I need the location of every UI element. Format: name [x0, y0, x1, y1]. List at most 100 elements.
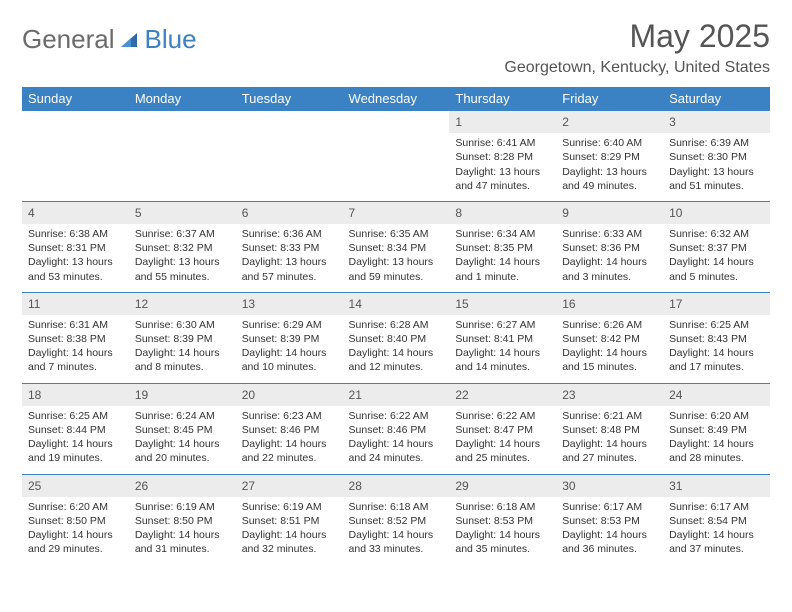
day-number: 15: [449, 293, 556, 315]
sunrise-text: Sunrise: 6:30 AM: [135, 318, 230, 332]
daylight-text: and 51 minutes.: [669, 179, 764, 193]
day-number: 13: [236, 293, 343, 315]
day-number: 3: [663, 111, 770, 133]
sunrise-text: Sunrise: 6:24 AM: [135, 409, 230, 423]
day-number-empty: [22, 111, 129, 131]
sunrise-text: Sunrise: 6:17 AM: [669, 500, 764, 514]
calendar-cell: 24Sunrise: 6:20 AMSunset: 8:49 PMDayligh…: [663, 383, 770, 474]
calendar-cell: 29Sunrise: 6:18 AMSunset: 8:53 PMDayligh…: [449, 474, 556, 564]
day-details: Sunrise: 6:19 AMSunset: 8:51 PMDaylight:…: [236, 497, 343, 565]
day-number: 22: [449, 384, 556, 406]
day-number: 26: [129, 475, 236, 497]
sunset-text: Sunset: 8:53 PM: [455, 514, 550, 528]
daylight-text: and 19 minutes.: [28, 451, 123, 465]
calendar-cell: [236, 111, 343, 202]
day-details: Sunrise: 6:30 AMSunset: 8:39 PMDaylight:…: [129, 315, 236, 383]
day-number: 18: [22, 384, 129, 406]
daylight-text: Daylight: 13 hours: [242, 255, 337, 269]
day-number: 8: [449, 202, 556, 224]
calendar-cell: 1Sunrise: 6:41 AMSunset: 8:28 PMDaylight…: [449, 111, 556, 202]
daylight-text: and 5 minutes.: [669, 270, 764, 284]
day-number: 21: [343, 384, 450, 406]
daylight-text: and 8 minutes.: [135, 360, 230, 374]
daylight-text: and 27 minutes.: [562, 451, 657, 465]
sunset-text: Sunset: 8:46 PM: [349, 423, 444, 437]
day-number: 10: [663, 202, 770, 224]
day-number: 2: [556, 111, 663, 133]
daylight-text: and 25 minutes.: [455, 451, 550, 465]
sunset-text: Sunset: 8:35 PM: [455, 241, 550, 255]
daylight-text: Daylight: 14 hours: [349, 346, 444, 360]
calendar-cell: 18Sunrise: 6:25 AMSunset: 8:44 PMDayligh…: [22, 383, 129, 474]
day-number: 14: [343, 293, 450, 315]
day-details: Sunrise: 6:20 AMSunset: 8:50 PMDaylight:…: [22, 497, 129, 565]
day-number: 9: [556, 202, 663, 224]
day-number: 31: [663, 475, 770, 497]
sunrise-text: Sunrise: 6:33 AM: [562, 227, 657, 241]
calendar-cell: 26Sunrise: 6:19 AMSunset: 8:50 PMDayligh…: [129, 474, 236, 564]
calendar-page: General Blue May 2025 Georgetown, Kentuc…: [0, 0, 792, 582]
calendar-week: 18Sunrise: 6:25 AMSunset: 8:44 PMDayligh…: [22, 383, 770, 474]
daylight-text: Daylight: 13 hours: [28, 255, 123, 269]
title-block: May 2025 Georgetown, Kentucky, United St…: [504, 18, 770, 85]
sunrise-text: Sunrise: 6:26 AM: [562, 318, 657, 332]
daylight-text: and 3 minutes.: [562, 270, 657, 284]
day-details: Sunrise: 6:23 AMSunset: 8:46 PMDaylight:…: [236, 406, 343, 474]
day-details: Sunrise: 6:24 AMSunset: 8:45 PMDaylight:…: [129, 406, 236, 474]
calendar-cell: 9Sunrise: 6:33 AMSunset: 8:36 PMDaylight…: [556, 201, 663, 292]
day-number-empty: [343, 111, 450, 131]
day-header: Wednesday: [343, 87, 450, 111]
calendar-cell: 19Sunrise: 6:24 AMSunset: 8:45 PMDayligh…: [129, 383, 236, 474]
calendar-cell: 4Sunrise: 6:38 AMSunset: 8:31 PMDaylight…: [22, 201, 129, 292]
calendar-cell: 27Sunrise: 6:19 AMSunset: 8:51 PMDayligh…: [236, 474, 343, 564]
sunrise-text: Sunrise: 6:18 AM: [349, 500, 444, 514]
location-text: Georgetown, Kentucky, United States: [504, 59, 770, 77]
sunrise-text: Sunrise: 6:20 AM: [28, 500, 123, 514]
daylight-text: and 7 minutes.: [28, 360, 123, 374]
daylight-text: Daylight: 14 hours: [135, 437, 230, 451]
daylight-text: and 32 minutes.: [242, 542, 337, 556]
daylight-text: Daylight: 14 hours: [669, 346, 764, 360]
sunset-text: Sunset: 8:33 PM: [242, 241, 337, 255]
sunset-text: Sunset: 8:37 PM: [669, 241, 764, 255]
day-details: Sunrise: 6:26 AMSunset: 8:42 PMDaylight:…: [556, 315, 663, 383]
daylight-text: and 57 minutes.: [242, 270, 337, 284]
day-details: Sunrise: 6:25 AMSunset: 8:44 PMDaylight:…: [22, 406, 129, 474]
calendar-cell: 10Sunrise: 6:32 AMSunset: 8:37 PMDayligh…: [663, 201, 770, 292]
daylight-text: Daylight: 14 hours: [669, 437, 764, 451]
daylight-text: and 24 minutes.: [349, 451, 444, 465]
daylight-text: and 36 minutes.: [562, 542, 657, 556]
daylight-text: Daylight: 13 hours: [455, 165, 550, 179]
day-number: 27: [236, 475, 343, 497]
day-details: Sunrise: 6:22 AMSunset: 8:47 PMDaylight:…: [449, 406, 556, 474]
daylight-text: and 33 minutes.: [349, 542, 444, 556]
daylight-text: and 28 minutes.: [669, 451, 764, 465]
daylight-text: and 20 minutes.: [135, 451, 230, 465]
daylight-text: Daylight: 14 hours: [28, 437, 123, 451]
day-number: 29: [449, 475, 556, 497]
calendar-cell: 21Sunrise: 6:22 AMSunset: 8:46 PMDayligh…: [343, 383, 450, 474]
sunrise-text: Sunrise: 6:37 AM: [135, 227, 230, 241]
day-details: Sunrise: 6:19 AMSunset: 8:50 PMDaylight:…: [129, 497, 236, 565]
brand-part2: Blue: [145, 24, 197, 55]
daylight-text: Daylight: 14 hours: [455, 255, 550, 269]
calendar-header: SundayMondayTuesdayWednesdayThursdayFrid…: [22, 87, 770, 111]
sunset-text: Sunset: 8:51 PM: [242, 514, 337, 528]
sunrise-text: Sunrise: 6:36 AM: [242, 227, 337, 241]
sunset-text: Sunset: 8:41 PM: [455, 332, 550, 346]
daylight-text: Daylight: 14 hours: [135, 346, 230, 360]
daylight-text: Daylight: 14 hours: [242, 346, 337, 360]
daylight-text: and 12 minutes.: [349, 360, 444, 374]
calendar-cell: 28Sunrise: 6:18 AMSunset: 8:52 PMDayligh…: [343, 474, 450, 564]
calendar-cell: 30Sunrise: 6:17 AMSunset: 8:53 PMDayligh…: [556, 474, 663, 564]
sunset-text: Sunset: 8:30 PM: [669, 150, 764, 164]
calendar-cell: 23Sunrise: 6:21 AMSunset: 8:48 PMDayligh…: [556, 383, 663, 474]
daylight-text: and 31 minutes.: [135, 542, 230, 556]
sunset-text: Sunset: 8:49 PM: [669, 423, 764, 437]
day-details: Sunrise: 6:40 AMSunset: 8:29 PMDaylight:…: [556, 133, 663, 201]
sunrise-text: Sunrise: 6:22 AM: [455, 409, 550, 423]
day-number-empty: [129, 111, 236, 131]
day-header: Friday: [556, 87, 663, 111]
day-details: Sunrise: 6:31 AMSunset: 8:38 PMDaylight:…: [22, 315, 129, 383]
daylight-text: and 37 minutes.: [669, 542, 764, 556]
